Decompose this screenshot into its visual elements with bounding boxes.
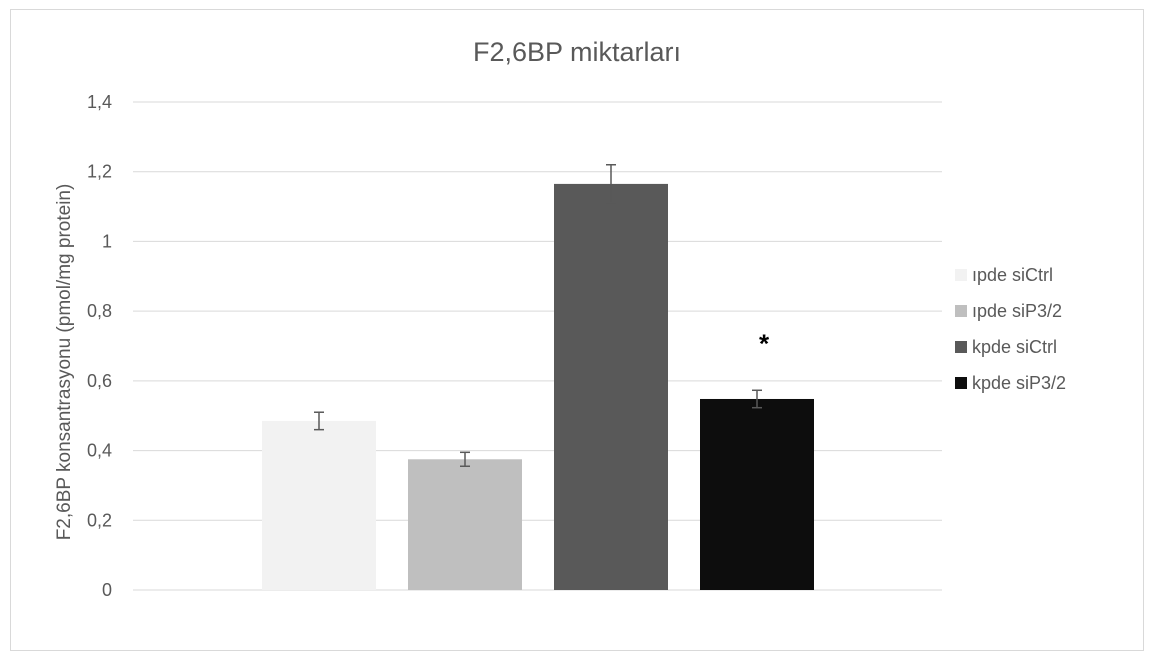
legend-label: ıpde siP3/2	[972, 301, 1062, 321]
y-tick-label: 0	[102, 580, 112, 600]
legend-label: kpde siCtrl	[972, 337, 1057, 357]
bar	[700, 398, 814, 590]
significance-asterisk: *	[759, 328, 770, 358]
legend-swatch	[955, 305, 967, 317]
y-tick-label: 0,4	[87, 441, 112, 461]
legend-item: ıpde siP3/2	[955, 301, 1062, 321]
error-bars	[314, 163, 762, 468]
y-tick-label: 0,8	[87, 301, 112, 321]
legend-item: kpde siCtrl	[955, 337, 1057, 357]
chart-title: F2,6BP miktarları	[473, 37, 681, 67]
bar	[408, 459, 522, 590]
legend-swatch	[955, 341, 967, 353]
legend-label: ıpde siCtrl	[972, 265, 1053, 285]
legend-swatch	[955, 377, 967, 389]
y-axis-label: F2,6BP konsantrasyonu (pmol/mg protein)	[54, 184, 75, 541]
y-tick-label: 0,2	[87, 510, 112, 530]
gridlines	[133, 101, 942, 591]
bars	[262, 183, 814, 590]
bar-chart: F2,6BP miktarları F2,6BP konsantrasyonu …	[54, 37, 1066, 600]
y-tick-label: 1,4	[87, 92, 112, 112]
y-axis-ticks: 0 0,2 0,4 0,6 0,8 1 1,2 1,4	[87, 92, 112, 600]
y-tick-label: 0,6	[87, 371, 112, 391]
bar	[554, 183, 668, 590]
legend-item: ıpde siCtrl	[955, 265, 1053, 285]
legend-label: kpde siP3/2	[972, 373, 1066, 393]
legend-swatch	[955, 269, 967, 281]
annotations: *	[759, 328, 770, 358]
y-tick-label: 1	[102, 231, 112, 251]
legend-item: kpde siP3/2	[955, 373, 1066, 393]
bar	[262, 420, 376, 590]
legend: ıpde siCtrl ıpde siP3/2 kpde siCtrl kpde si…	[955, 265, 1066, 393]
y-tick-label: 1,2	[87, 162, 112, 182]
